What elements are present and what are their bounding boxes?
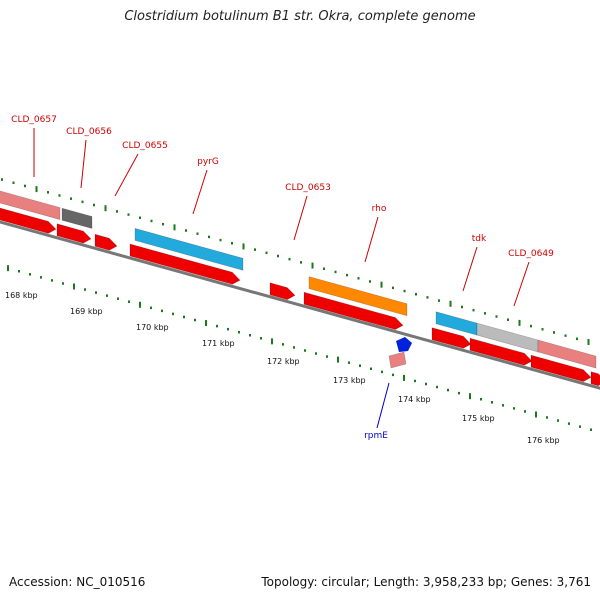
gene-extra xyxy=(537,339,597,369)
gene-clD-0656 xyxy=(61,207,93,229)
kbp-label: 176 kbp xyxy=(527,436,560,445)
kbp-label: 168 kbp xyxy=(5,291,38,300)
leader-line xyxy=(114,153,139,197)
genome-backbone xyxy=(0,220,600,390)
cds-arrow xyxy=(269,282,296,300)
label-leaders xyxy=(33,128,530,429)
gene-label-pyrg: pyrG xyxy=(197,157,219,167)
gene-rpmE xyxy=(388,351,407,369)
cds-arrow xyxy=(0,207,57,234)
leader-line xyxy=(462,246,478,292)
cds-rpmE xyxy=(396,337,412,352)
leader-line xyxy=(364,216,379,263)
cds-arrow xyxy=(431,327,472,349)
kbp-label: 169 kbp xyxy=(70,307,103,316)
leader-line xyxy=(80,139,87,189)
kbp-label: 170 kbp xyxy=(136,323,169,332)
leader-line xyxy=(192,169,208,215)
gene-label-cld-0657: CLD_0657 xyxy=(11,115,57,125)
outer-tick-track xyxy=(1,178,590,346)
kbp-label: 171 kbp xyxy=(202,339,235,348)
kbp-label: 172 kbp xyxy=(267,357,300,366)
kbp-label: 174 kbp xyxy=(398,395,431,404)
topology-text: Topology: circular; Length: 3,958,233 bp… xyxy=(261,575,591,589)
cds-arrow xyxy=(590,371,600,387)
gene-clD-0657 xyxy=(0,190,61,220)
feature-track xyxy=(0,190,600,387)
cds-arrow xyxy=(469,337,533,366)
gene-label-tdk: tdk xyxy=(472,234,487,244)
leader-line xyxy=(513,261,530,307)
gene-label-rho: rho xyxy=(372,204,387,214)
kbp-label: 173 kbp xyxy=(333,376,366,385)
gene-pyrG xyxy=(134,228,244,271)
gene-label-cld-0656: CLD_0656 xyxy=(66,127,112,137)
leader-line xyxy=(293,195,308,241)
cds-arrow xyxy=(56,223,92,244)
gene-label-cld-0655: CLD_0655 xyxy=(122,141,168,151)
cds-arrow xyxy=(530,354,592,382)
gene-label-rpme: rpmE xyxy=(364,431,388,441)
cds-arrow xyxy=(129,243,241,285)
leader-line xyxy=(376,382,390,429)
accession-text: Accession: NC_010516 xyxy=(9,575,146,589)
map-title: Clostridium botulinum B1 str. Okra, comp… xyxy=(124,9,476,24)
gene-rho xyxy=(308,276,408,317)
cds-arrow xyxy=(303,291,404,330)
cds-arrow xyxy=(94,233,118,251)
inner-tick-track: 168 kbp 169 kbp 170 kbp 171 kbp 172 kbp 173 k… xyxy=(5,265,592,445)
gene-label-cld-0653: CLD_0653 xyxy=(285,183,331,193)
backbone-line xyxy=(0,220,600,390)
kbp-label: 175 kbp xyxy=(462,414,495,423)
gene-label-cld-0649: CLD_0649 xyxy=(508,249,554,259)
